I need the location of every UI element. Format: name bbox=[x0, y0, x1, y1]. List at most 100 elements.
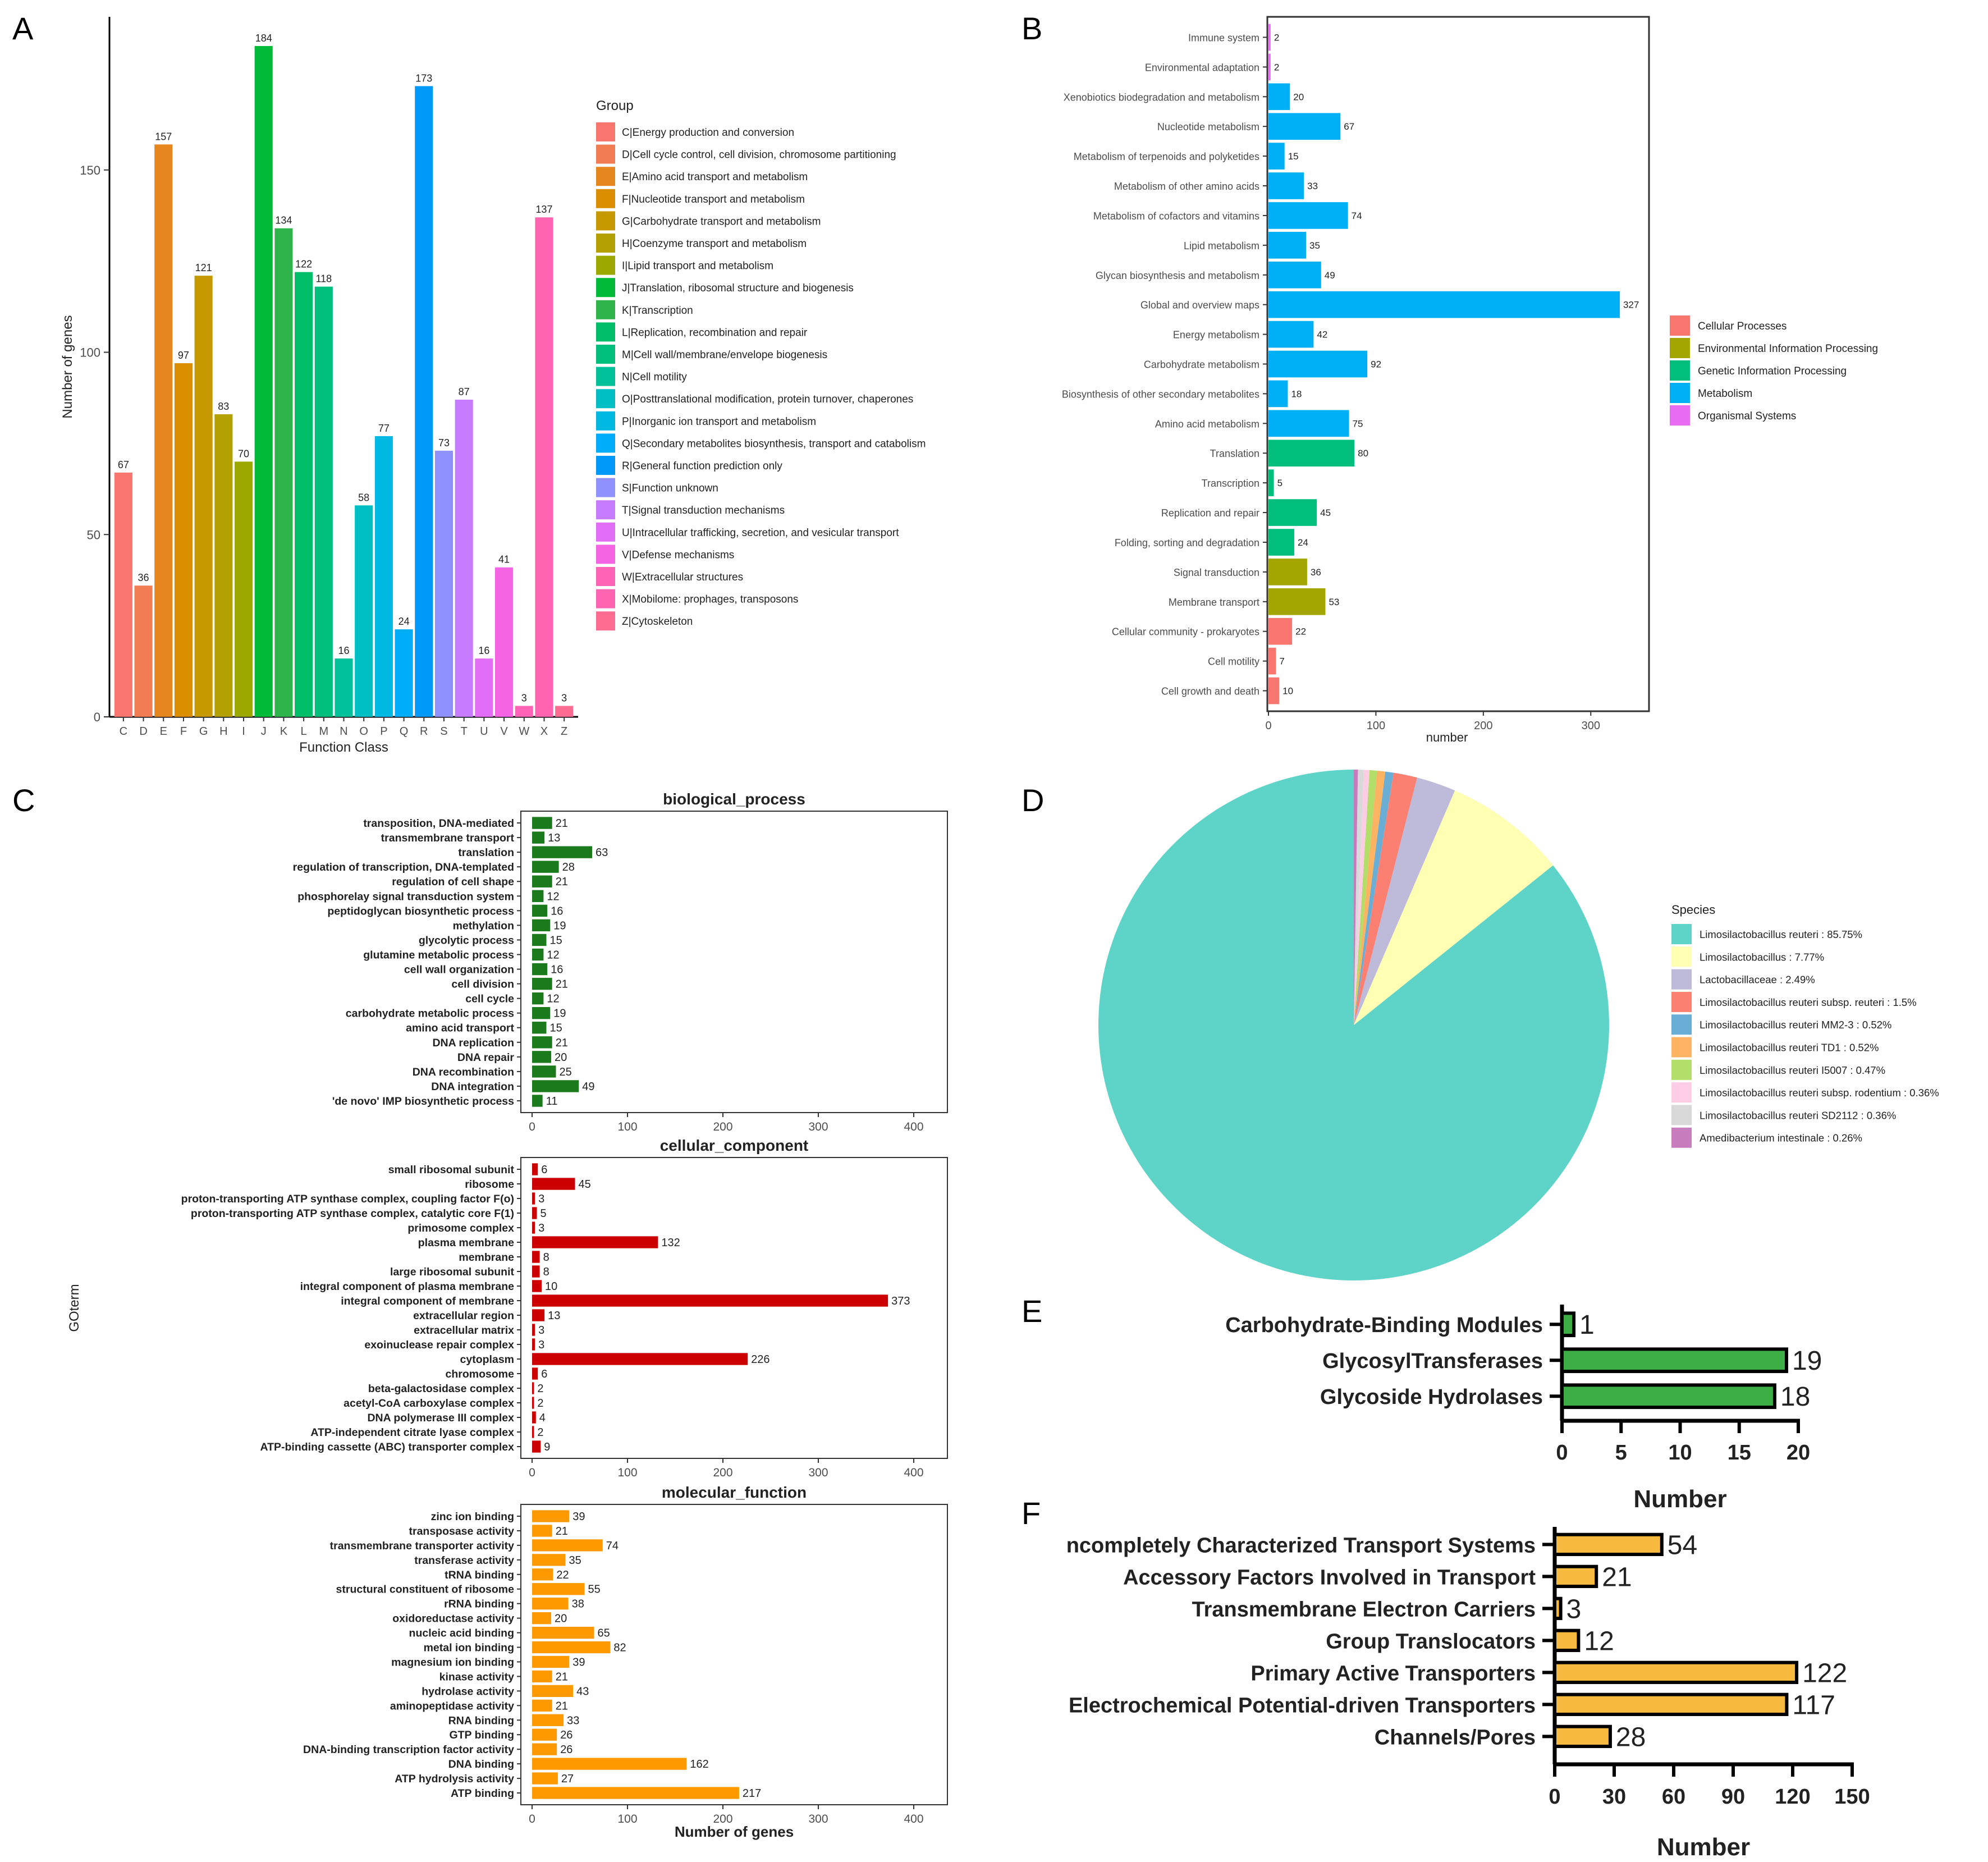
a-legend-label: Q|Secondary metabolites biosynthesis, tr… bbox=[622, 438, 926, 450]
e-y-tick-label: Carbohydrate-Binding Modules bbox=[1225, 1314, 1543, 1337]
a-legend-label: H|Coenzyme transport and metabolism bbox=[622, 238, 807, 250]
c-bar-beta-galactosidase-complex bbox=[532, 1382, 534, 1394]
c-facet-frame bbox=[520, 811, 948, 1113]
a-bar-value-label: 67 bbox=[118, 459, 129, 470]
a-x-tick-label: W bbox=[519, 725, 529, 738]
a-bar-value-label: 134 bbox=[275, 215, 292, 226]
c-bar-dna-repair bbox=[532, 1051, 551, 1063]
c-bar-value-label: 21 bbox=[556, 1700, 568, 1712]
f-y-tick-label: Group Translocators bbox=[1326, 1630, 1536, 1653]
b-legend-label: Organismal Systems bbox=[1698, 410, 1796, 422]
d-legend-label: Limosilactobacillus reuteri SD2112 : 0.3… bbox=[1700, 1109, 1896, 1121]
b-y-tick-label: Glycan biosynthesis and metabolism bbox=[1096, 270, 1259, 281]
a-legend-swatch bbox=[596, 478, 615, 497]
c-bar-nucleic-acid-binding bbox=[532, 1626, 594, 1639]
c-bar-value-label: 12 bbox=[547, 890, 559, 903]
b-bar-cellular-community-prokaryotes bbox=[1268, 617, 1293, 645]
c-y-tick-label: cell wall organization bbox=[404, 964, 514, 976]
d-legend-label: Lactobacillaceae : 2.49% bbox=[1700, 974, 1815, 986]
b-bar-value-label: 2 bbox=[1274, 62, 1279, 72]
panel-e-cazy-chart: 1 Carbohydrate-Binding Modules 19 GlycosylT… bbox=[1225, 1305, 1822, 1513]
c-bar-transmembrane-transporter-activity bbox=[532, 1539, 603, 1552]
a-legend-label: T|Signal transduction mechanisms bbox=[622, 505, 785, 516]
a-bar-value-label: 137 bbox=[535, 204, 552, 215]
c-bar-plasma-membrane bbox=[532, 1236, 658, 1248]
c-y-tick-label: hydrolase activity bbox=[422, 1685, 514, 1698]
c-bar-atp-binding-cassette-abc-transporter-complex bbox=[532, 1440, 541, 1453]
a-bar-m bbox=[314, 286, 333, 717]
c-bar-value-label: 26 bbox=[560, 1744, 572, 1756]
c-bar-integral-component-of-membrane bbox=[532, 1294, 888, 1307]
c-bar-exoinuclease-repair-complex bbox=[532, 1338, 535, 1351]
c-bar-dna-binding-transcription-factor-activity bbox=[532, 1743, 557, 1755]
c-bar-glycolytic-process bbox=[532, 934, 547, 946]
a-bar-value-label: 16 bbox=[338, 645, 349, 656]
b-bar-immune-system bbox=[1268, 24, 1271, 51]
a-bar-z bbox=[555, 706, 574, 717]
c-bar-value-label: 6 bbox=[541, 1368, 547, 1380]
c-x-tick-label: 100 bbox=[617, 1813, 637, 1826]
f-x-tick-label: 150 bbox=[1834, 1785, 1870, 1809]
c-bar-value-label: 4 bbox=[539, 1412, 546, 1424]
b-y-tick-label: Replication and repair bbox=[1161, 507, 1259, 519]
c-bar-value-label: 15 bbox=[550, 934, 562, 946]
c-y-tick-label: small ribosomal subunit bbox=[388, 1164, 515, 1176]
d-legend-label: Limosilactobacillus reuteri subsp. reute… bbox=[1700, 996, 1917, 1008]
c-bar-primosome-complex bbox=[532, 1221, 535, 1234]
c-y-tick-label: ATP binding bbox=[451, 1787, 514, 1800]
a-legend-swatch bbox=[596, 122, 615, 141]
d-legend-label: Limosilactobacillus reuteri : 85.75% bbox=[1700, 928, 1862, 940]
a-legend-label: D|Cell cycle control, cell division, chr… bbox=[622, 149, 896, 161]
a-x-tick-label: Q bbox=[400, 725, 409, 738]
c-bar-regulation-of-cell-shape bbox=[532, 875, 552, 887]
b-legend-label: Genetic Information Processing bbox=[1698, 365, 1847, 377]
a-x-tick-label: I bbox=[242, 725, 245, 738]
d-legend-swatch bbox=[1671, 1059, 1692, 1080]
f-x-tick-label: 120 bbox=[1775, 1785, 1810, 1809]
c-y-tick-label: primosome complex bbox=[407, 1222, 514, 1234]
c-bar-carbohydrate-metabolic-process bbox=[532, 1007, 551, 1019]
b-bar-value-label: 92 bbox=[1371, 359, 1381, 370]
b-y-tick-label: Lipid metabolism bbox=[1184, 240, 1259, 251]
d-pie-slice-limosilactobacillus-reuteri-subsp-reuteri bbox=[1354, 772, 1417, 1025]
c-y-tick-label: aminopeptidase activity bbox=[390, 1700, 514, 1712]
b-bar-folding-sorting-and-degradation bbox=[1268, 529, 1294, 556]
a-bar-value-label: 3 bbox=[561, 693, 567, 704]
c-bar-value-label: 132 bbox=[661, 1237, 680, 1249]
c-y-tick-label: integral component of membrane bbox=[341, 1295, 514, 1307]
c-bar-structural-constituent-of-ribosome bbox=[532, 1583, 585, 1595]
c-bar-value-label: 15 bbox=[550, 1022, 562, 1035]
panel-f-tcdb-chart: 54 ncompletely Characterized Transport Sy… bbox=[1066, 1527, 1870, 1861]
c-bar-value-label: 2 bbox=[537, 1383, 543, 1395]
a-legend-swatch bbox=[596, 345, 615, 364]
c-bar-value-label: 55 bbox=[588, 1584, 601, 1596]
c-bar-value-label: 11 bbox=[546, 1095, 558, 1108]
b-bar-value-label: 22 bbox=[1295, 626, 1306, 637]
c-bar-aminopeptidase-activity bbox=[532, 1699, 552, 1712]
c-bar-atp-hydrolysis-activity bbox=[532, 1772, 558, 1785]
c-bar-transferase-activity bbox=[532, 1554, 566, 1566]
c-bar-dna-recombination bbox=[532, 1065, 556, 1078]
a-x-tick-label: C bbox=[120, 725, 127, 738]
a-bar-s bbox=[434, 450, 454, 717]
c-y-tick-label: DNA-binding transcription factor activit… bbox=[303, 1744, 514, 1756]
c-bar-translation bbox=[532, 846, 593, 858]
b-x-tick-label: 0 bbox=[1265, 720, 1271, 732]
a-y-axis-title: Number of genes bbox=[60, 315, 75, 418]
a-x-tick-label: J bbox=[261, 725, 267, 738]
a-x-tick-label: F bbox=[180, 725, 187, 738]
c-bar-extracellular-region bbox=[532, 1309, 545, 1321]
a-legend-label: E|Amino acid transport and metabolism bbox=[622, 171, 808, 183]
a-legend-swatch bbox=[596, 545, 615, 564]
a-bar-value-label: 24 bbox=[398, 616, 410, 627]
d-legend-label: Limosilactobacillus reuteri I5007 : 0.47… bbox=[1700, 1064, 1885, 1076]
b-y-tick-label: Membrane transport bbox=[1169, 597, 1259, 608]
b-y-tick-label: Signal transduction bbox=[1174, 567, 1259, 578]
b-legend-swatch bbox=[1670, 360, 1690, 381]
e-bar-value-label: 19 bbox=[1792, 1346, 1822, 1376]
c-bar-gtp-binding bbox=[532, 1728, 557, 1741]
c-bar-integral-component-of-plasma-membrane bbox=[532, 1280, 542, 1292]
b-y-tick-label: Xenobiotics biodegradation and metabolis… bbox=[1064, 92, 1259, 103]
b-legend-swatch bbox=[1670, 315, 1690, 336]
